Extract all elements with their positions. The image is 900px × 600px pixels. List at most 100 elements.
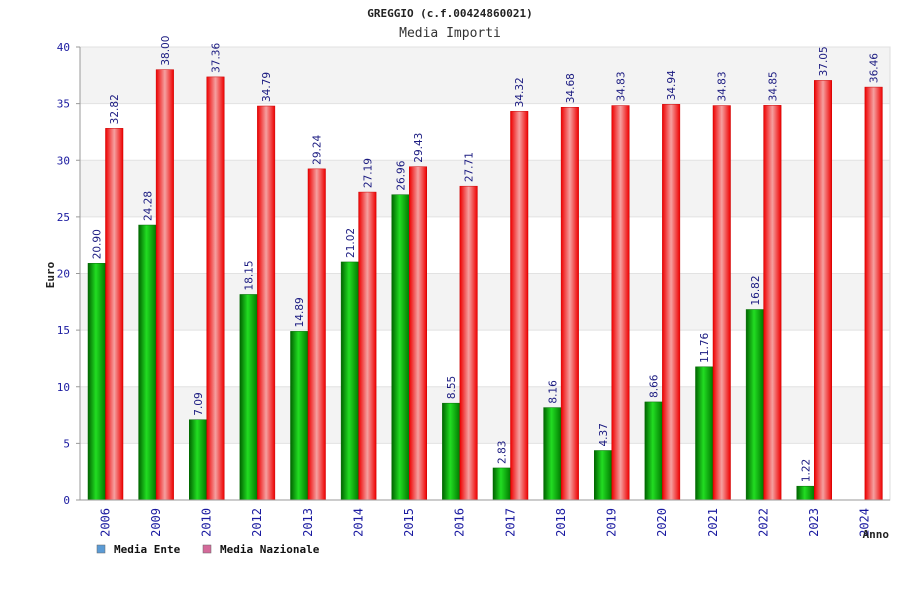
- value-labels-layer: 20.90 32.82 24.28 38.00 7.09 37.36 18.15 34.79 1…: [92, 36, 881, 483]
- value-label-media-nazionale: 34.32: [514, 77, 526, 107]
- value-label-media-ente: 4.37: [598, 423, 610, 446]
- value-label-media-ente: 8.66: [649, 374, 661, 398]
- y-tick-label: 20: [57, 268, 70, 281]
- bar-media-nazionale: [662, 104, 681, 501]
- value-label-media-nazionale: 37.36: [211, 43, 223, 73]
- bar-media-nazionale: [307, 168, 326, 501]
- value-label-media-ente: 2.83: [497, 441, 509, 464]
- bar-media-nazionale: [763, 105, 782, 501]
- value-label-media-ente: 1.22: [801, 459, 813, 482]
- value-label-media-nazionale: 29.24: [312, 134, 324, 164]
- value-label-media-nazionale: 37.05: [818, 46, 830, 76]
- bar-media-ente: [87, 263, 106, 501]
- y-tick-label: 35: [57, 98, 70, 111]
- x-tick-label: 2015: [402, 508, 416, 537]
- bar-media-ente: [138, 224, 157, 501]
- value-label-media-nazionale: 34.79: [261, 72, 273, 102]
- x-tick-label: 2013: [301, 508, 315, 537]
- x-tick-label: 2009: [149, 508, 163, 537]
- bar-media-ente: [442, 402, 461, 501]
- legend: Media Ente Media Nazionale: [96, 543, 320, 556]
- value-label-media-ente: 21.02: [345, 228, 357, 258]
- value-label-media-ente: 14.89: [294, 297, 306, 327]
- legend-label: Media Nazionale: [220, 543, 320, 556]
- bar-media-ente: [695, 366, 714, 501]
- x-tick-label: 2017: [503, 508, 517, 537]
- bar-media-nazionale: [206, 76, 225, 501]
- value-label-media-nazionale: 36.46: [869, 53, 881, 83]
- x-tick-label: 2020: [655, 508, 669, 537]
- x-tick-label: 2010: [200, 508, 214, 537]
- bar-media-nazionale: [814, 80, 832, 501]
- value-label-media-nazionale: 34.94: [666, 70, 678, 100]
- x-tick-label: 2014: [351, 508, 365, 537]
- y-tick-label: 10: [57, 381, 70, 394]
- value-label-media-ente: 16.82: [750, 275, 762, 305]
- value-label-media-ente: 20.90: [92, 229, 104, 259]
- x-tick-label: 2022: [756, 508, 770, 537]
- bar-media-nazionale: [105, 128, 124, 501]
- bar-media-ente: [644, 401, 663, 501]
- bars-layer: [87, 69, 883, 501]
- legend-swatch: [96, 544, 106, 554]
- bar-media-ente: [492, 467, 511, 501]
- y-tick-label: 25: [57, 211, 70, 224]
- bar-media-ente: [239, 294, 258, 501]
- bar-media-ente: [391, 194, 410, 501]
- bar-media-nazionale: [611, 105, 630, 501]
- value-label-media-ente: 11.76: [699, 332, 711, 362]
- bar-media-ente: [290, 331, 309, 501]
- x-tick-label: 2012: [250, 508, 264, 537]
- bar-media-nazionale: [864, 86, 883, 501]
- value-label-media-nazionale: 34.83: [616, 71, 628, 101]
- value-label-media-nazionale: 27.71: [464, 152, 476, 182]
- bar-media-ente: [745, 309, 764, 501]
- bar-media-ente: [796, 485, 815, 501]
- bar-media-ente: [189, 419, 207, 501]
- value-label-media-ente: 8.55: [446, 376, 458, 399]
- bar-media-ente: [594, 450, 612, 501]
- bar-media-nazionale: [409, 166, 427, 501]
- value-label-media-nazionale: 27.19: [362, 158, 374, 188]
- y-tick-label: 15: [57, 324, 70, 337]
- y-axis: 0 5 10 15 20 25 30 35 40: [57, 41, 81, 507]
- bar-media-nazionale: [510, 111, 529, 501]
- y-tick-label: 5: [63, 437, 70, 450]
- value-label-media-ente: 18.15: [244, 260, 256, 290]
- bar-media-nazionale: [257, 105, 276, 501]
- bar-media-nazionale: [560, 106, 579, 501]
- x-tick-label: 2018: [554, 508, 568, 537]
- value-label-media-nazionale: 38.00: [160, 36, 172, 66]
- value-label-media-nazionale: 34.68: [565, 73, 577, 103]
- bar-media-nazionale: [155, 69, 174, 501]
- x-tick-label: 2024: [858, 508, 872, 537]
- bar-media-nazionale: [712, 105, 731, 501]
- bar-media-nazionale: [358, 191, 377, 501]
- value-label-media-ente: 26.96: [396, 160, 408, 190]
- chart-title: GREGGIO (c.f.00424860021): [367, 7, 533, 20]
- y-axis-label: Euro: [44, 261, 57, 288]
- chart-subtitle: Media Importi: [399, 26, 501, 41]
- value-label-media-ente: 24.28: [142, 191, 154, 221]
- value-label-media-ente: 7.09: [193, 392, 205, 415]
- y-tick-label: 0: [63, 494, 70, 507]
- x-tick-label: 2006: [98, 508, 112, 537]
- x-tick-label: 2021: [706, 508, 720, 537]
- x-tick-label: 2019: [605, 508, 619, 537]
- value-label-media-nazionale: 32.82: [109, 94, 121, 124]
- x-axis: 2006 2009 2010 2012 2013 2014 2015 2016 2017 2018…: [80, 499, 890, 537]
- legend-swatch: [202, 544, 212, 554]
- x-axis-label: Anno: [863, 528, 890, 541]
- value-label-media-ente: 8.16: [547, 380, 559, 404]
- y-tick-label: 40: [57, 41, 70, 54]
- value-label-media-nazionale: 34.85: [767, 71, 779, 101]
- x-tick-label: 2016: [453, 508, 467, 537]
- x-tick-label: 2023: [807, 508, 821, 537]
- bar-media-nazionale: [459, 185, 478, 501]
- legend-label: Media Ente: [114, 543, 181, 556]
- bar-media-ente: [340, 261, 359, 501]
- value-label-media-nazionale: 34.83: [717, 71, 729, 101]
- value-label-media-nazionale: 29.43: [413, 133, 425, 163]
